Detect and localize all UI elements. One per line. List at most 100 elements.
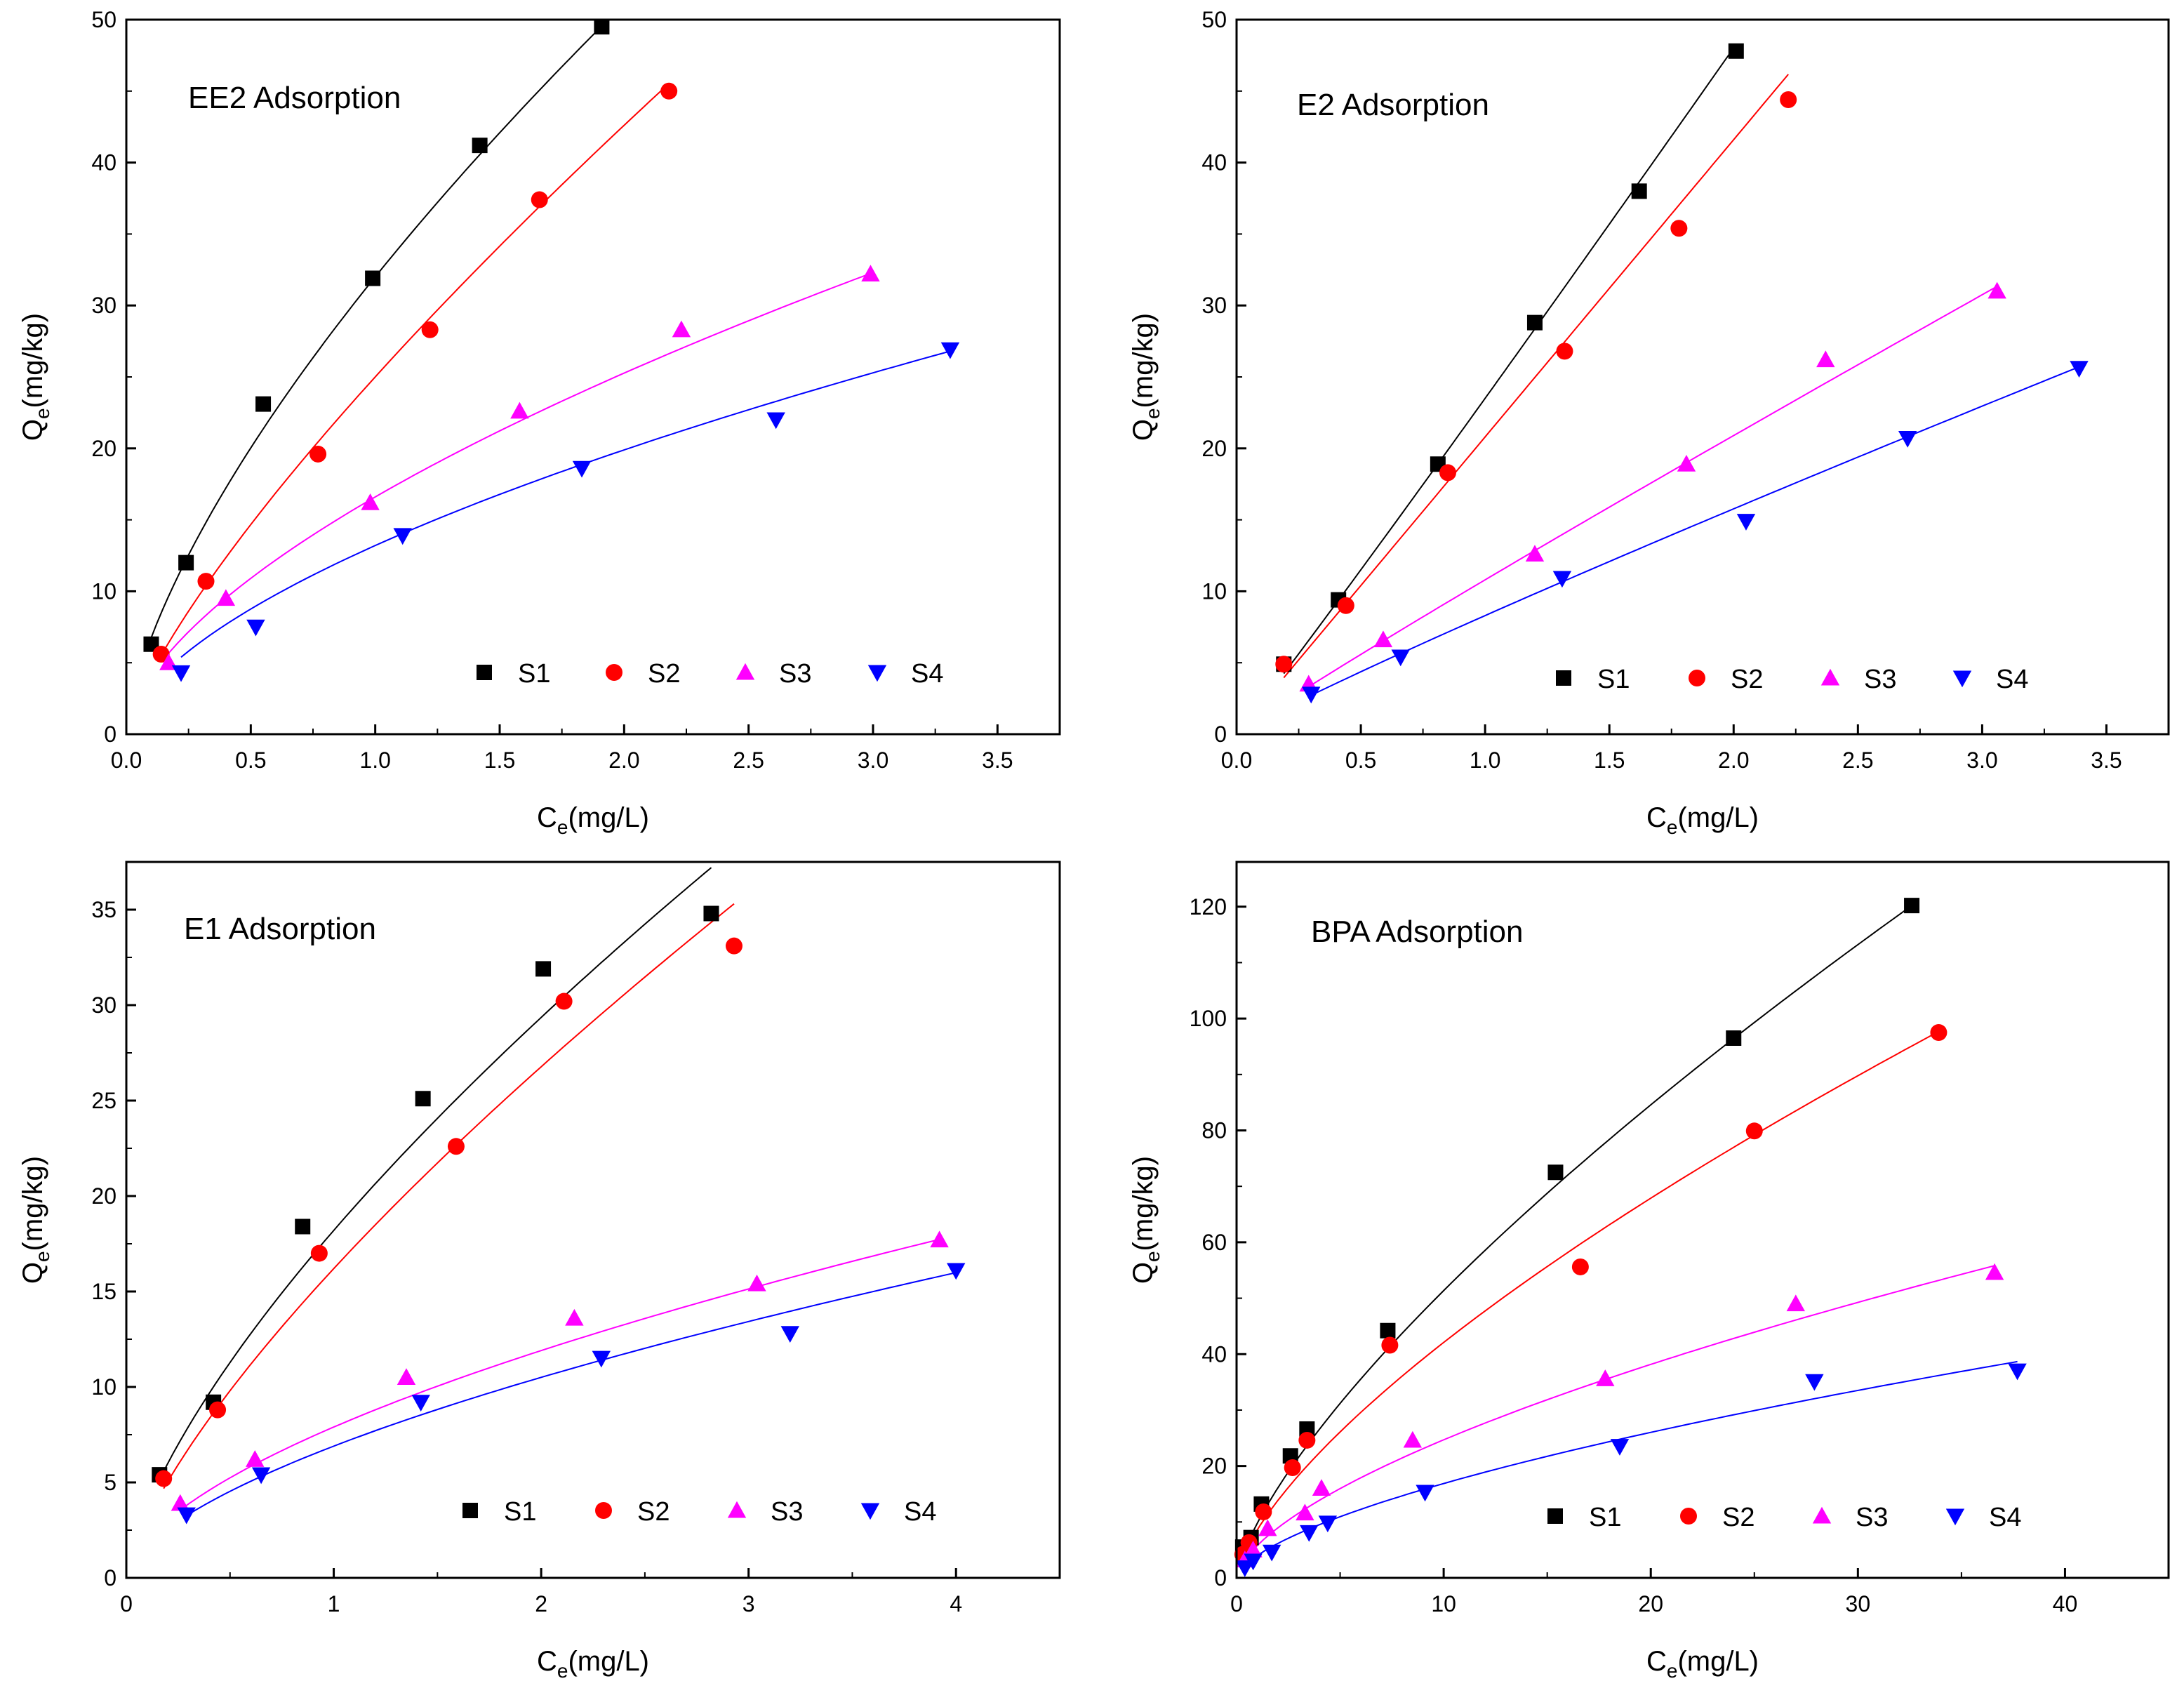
x-tick-label: 3	[743, 1591, 755, 1616]
y-axis-ticks: 0 5 10 15 20 25 30 35	[91, 897, 136, 1591]
data-point-s1	[143, 636, 159, 652]
data-point-s4	[1244, 1553, 1263, 1571]
fit-curve-s3	[1244, 1265, 1995, 1560]
data-point-s4	[2070, 361, 2089, 378]
data-point-s1	[415, 1091, 431, 1107]
legend-marker-s4	[1945, 1508, 1965, 1526]
data-point-s2	[1381, 1336, 1399, 1354]
y-tick-label: 30	[1201, 293, 1227, 318]
data-point-s2	[1298, 1431, 1316, 1449]
y-tick-label: 20	[91, 1183, 116, 1209]
panel-title: EE2 Adsorption	[188, 81, 401, 115]
y-tick-label: 100	[1190, 1006, 1227, 1031]
panel-title: E1 Adsorption	[184, 912, 376, 946]
legend-label-s2: S2	[1722, 1503, 1754, 1532]
data-point-s1	[535, 961, 552, 977]
x-tick-label: 1.5	[484, 748, 515, 773]
data-point-s4	[1416, 1485, 1434, 1502]
data-point-s1	[594, 19, 610, 35]
plot-frame	[1235, 861, 2170, 1579]
x-tick-label: 3.5	[982, 748, 1013, 773]
plot-frame	[125, 861, 1061, 1579]
y-tick-label: 30	[91, 293, 116, 318]
legend: S1 S2 S3 S4	[1556, 665, 2028, 694]
data-point-s3	[1987, 281, 2006, 299]
legend-marker-s3	[1812, 1506, 1832, 1524]
x-tick-label: 0.5	[1345, 748, 1376, 773]
legend-label-s4: S4	[911, 659, 943, 689]
y-tick-label: 0	[104, 1565, 116, 1591]
data-point-s4	[592, 1350, 611, 1368]
data-point-s2	[1670, 220, 1688, 237]
legend-marker-s1	[477, 665, 492, 680]
data-point-s4	[1805, 1374, 1824, 1391]
fit-curve-s2	[163, 903, 735, 1489]
data-point-s4	[1300, 1525, 1319, 1542]
legend-marker-s2	[1680, 1508, 1697, 1525]
data-point-s3	[1312, 1479, 1331, 1496]
data-point-s3	[1373, 630, 1393, 648]
data-point-s4	[1262, 1544, 1281, 1562]
data-point-s3	[747, 1274, 766, 1291]
data-point-s2	[660, 82, 678, 100]
y-tick-label: 35	[91, 897, 116, 922]
data-point-s2	[1275, 656, 1293, 673]
panel-e2-adsorption: 0.0 0.5 1.0 1.5 2.0 2.5 3.0 3.5 0 10 20 30 40 50 E2 …	[1128, 7, 2170, 838]
x-tick-label: 0.0	[1221, 748, 1252, 773]
y-tick-label: 0	[1214, 722, 1227, 747]
fit-curve-s4	[1244, 1360, 2018, 1566]
panel-ee2-adsorption: 0.0 0.5 1.0 1.5 2.0 2.5 3.0 3.5 0 10 20 30 40 50 EE2…	[18, 7, 1061, 838]
data-point-s2	[310, 1244, 328, 1262]
x-tick-label: 20	[1638, 1591, 1663, 1616]
x-axis-label: Ce(mg/L)	[537, 1646, 649, 1682]
y-axis-ticks: 0 10 20 30 40 50	[1201, 7, 1246, 747]
panel-bpa-adsorption: 0 10 20 30 40 0 20 40 60 80 100 120 BPA Adsorption…	[1128, 861, 2170, 1682]
data-point-s3	[861, 265, 880, 281]
data-point-s2	[1255, 1503, 1272, 1520]
y-tick-label: 20	[1201, 436, 1227, 461]
legend-label-s4: S4	[1996, 665, 2028, 694]
legend-marker-s2	[606, 664, 622, 681]
x-axis-ticks: 0 1 2 3 4	[120, 1568, 962, 1616]
x-axis-label: Ce(mg/L)	[537, 802, 649, 838]
data-point-s1	[1904, 898, 1920, 914]
legend-marker-s4	[867, 665, 887, 682]
fit-curves	[1241, 905, 2018, 1566]
data-point-s3	[361, 493, 380, 510]
y-tick-label: 80	[1201, 1118, 1227, 1143]
data-point-s2	[1571, 1258, 1589, 1275]
y-tick-label: 20	[1201, 1454, 1227, 1479]
data-point-s1	[472, 138, 488, 154]
y-axis-label: Qe(mg/kg)	[18, 1156, 53, 1284]
data-point-s2	[1780, 91, 1797, 109]
x-tick-label: 1	[328, 1591, 340, 1616]
data-point-s2	[155, 1470, 173, 1487]
data-point-s1	[1728, 43, 1744, 59]
legend-label-s1: S1	[504, 1497, 536, 1527]
data-point-s4	[246, 619, 265, 637]
data-point-s4	[393, 528, 412, 545]
data-point-s3	[1403, 1430, 1423, 1448]
y-tick-label: 25	[91, 1088, 116, 1113]
x-axis-label: Ce(mg/L)	[1646, 802, 1759, 838]
legend-marker-s1	[462, 1503, 478, 1518]
x-tick-label: 3.0	[858, 748, 888, 773]
y-tick-label: 20	[91, 436, 116, 461]
x-axis-ticks: 0 10 20 30 40	[1230, 1568, 2077, 1616]
x-axis-label: Ce(mg/L)	[1646, 1646, 1759, 1682]
legend-label-s3: S3	[1856, 1503, 1888, 1532]
y-tick-label: 5	[104, 1470, 116, 1495]
data-point-s4	[1610, 1439, 1630, 1456]
y-tick-label: 40	[1201, 150, 1227, 175]
fit-curve-s3	[1308, 286, 1998, 688]
y-tick-label: 30	[91, 992, 116, 1018]
data-point-s3	[1258, 1519, 1277, 1536]
data-point-s2	[1284, 1459, 1301, 1477]
y-tick-label: 0	[104, 722, 116, 747]
fit-curve-s4	[1310, 366, 2079, 696]
data-points	[152, 905, 966, 1525]
legend-marker-s2	[595, 1502, 612, 1519]
data-point-s2	[421, 321, 439, 338]
